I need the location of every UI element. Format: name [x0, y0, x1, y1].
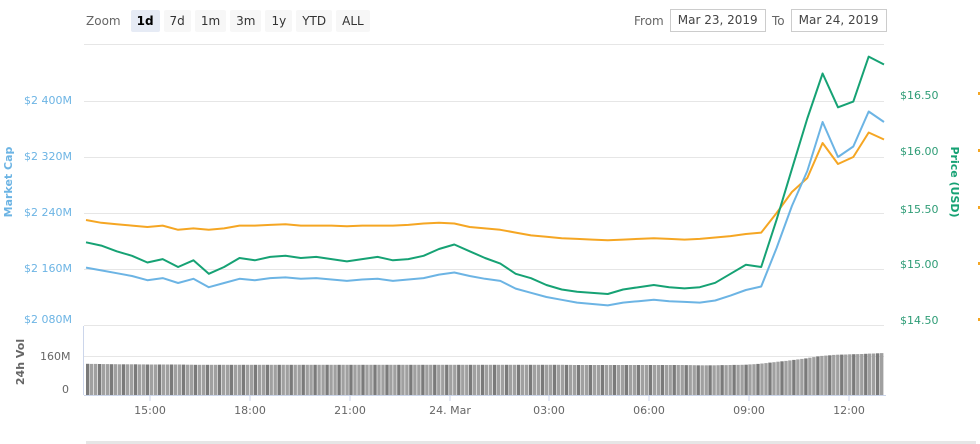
x-tick-2: 21:00 — [334, 404, 366, 417]
zoom-all-button[interactable]: ALL — [336, 10, 370, 32]
from-date-input[interactable]: Mar 23, 2019 — [669, 9, 766, 32]
market-cap-line[interactable] — [85, 110, 885, 307]
left-tick-2: $2 240M — [24, 206, 72, 219]
navigator-scrollbar[interactable] — [86, 441, 976, 444]
x-tick-marks — [149, 395, 850, 401]
zoom-1m-button[interactable]: 1m — [194, 10, 227, 32]
right-axis-title: Price (USD) — [948, 146, 961, 217]
volume-axis: 24h Vol 160M 0 — [14, 339, 71, 396]
x-tick-0: 15:00 — [134, 404, 166, 417]
x-axis: 15:00 18:00 21:00 24. Mar 03:00 06:00 09… — [134, 404, 865, 417]
zoom-bar: Zoom 1d 7d 1m 3m 1y YTD ALL — [86, 10, 370, 32]
x-tick-7: 12:00 — [833, 404, 865, 417]
to-date-input[interactable]: Mar 24, 2019 — [790, 9, 887, 32]
to-label: To — [772, 13, 785, 28]
right-tick-1: $16.00 — [900, 145, 939, 158]
x-tick-6: 09:00 — [733, 404, 765, 417]
left-tick-3: $2 160M — [24, 262, 72, 275]
right-axis: $16.50 $16.00 $15.50 $15.00 $14.50 Price… — [900, 89, 961, 327]
zoom-label: Zoom — [86, 14, 121, 28]
x-tick-1: 18:00 — [234, 404, 266, 417]
left-axis: $2 400M $2 320M $2 240M $2 160M $2 080M … — [2, 94, 72, 326]
btc-axis-ticks — [978, 92, 980, 321]
x-tick-4: 03:00 — [533, 404, 565, 417]
left-axis-title: Market Cap — [2, 147, 15, 218]
volume-bars — [86, 353, 884, 395]
zoom-1y-button[interactable]: 1y — [265, 10, 293, 32]
right-tick-0: $16.50 — [900, 89, 939, 102]
zoom-1d-button[interactable]: 1d — [130, 10, 160, 32]
volume-tick-1: 0 — [62, 383, 69, 396]
range-from: From Mar 23, 2019 — [634, 9, 766, 32]
price-btc-line[interactable] — [85, 131, 885, 242]
zoom-3m-button[interactable]: 3m — [230, 10, 262, 32]
right-tick-3: $15.00 — [900, 258, 939, 271]
x-tick-3: 24. Mar — [429, 404, 471, 417]
left-tick-4: $2 080M — [24, 313, 72, 326]
zoom-7d-button[interactable]: 7d — [163, 10, 191, 32]
right-tick-4: $14.50 — [900, 314, 939, 327]
zoom-ytd-button[interactable]: YTD — [296, 10, 333, 32]
right-tick-2: $15.50 — [900, 203, 939, 216]
range-to: To Mar 24, 2019 — [772, 9, 887, 32]
main-gridlines — [84, 44, 884, 326]
left-tick-0: $2 400M — [24, 94, 72, 107]
price-usd-line[interactable] — [85, 55, 885, 295]
left-tick-1: $2 320M — [24, 150, 72, 163]
x-tick-5: 06:00 — [633, 404, 665, 417]
volume-axis-title: 24h Vol — [14, 339, 27, 385]
volume-tick-0: 160M — [40, 350, 71, 363]
from-label: From — [634, 13, 664, 28]
